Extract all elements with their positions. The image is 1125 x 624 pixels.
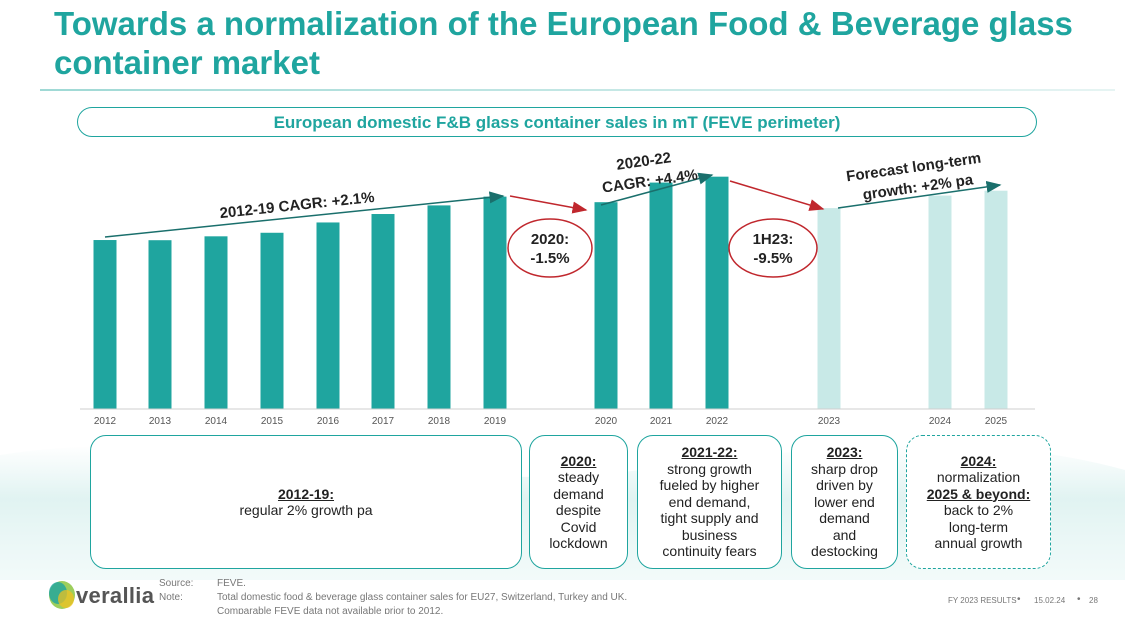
bar-2021 [649,182,673,409]
bar-2017 [371,214,395,409]
source-value: FEVE. [217,578,246,589]
box-2020-heading: 2020: [560,452,597,469]
box-2023-line: and [832,526,857,543]
page-title: Towards a normalization of the European … [54,5,1073,81]
box-2012-19-heading: 2012-19: [277,485,335,502]
box-2021-22-line: end demand, [668,493,751,510]
box-2012-19: 2012-19: regular 2% growth pa [90,435,522,569]
decline-2019-20-arrow [509,195,588,214]
bar-2014 [204,236,228,409]
bar-2019 [483,196,507,409]
box-2021-22-heading: 2021-22: [681,444,738,461]
box-2020: 2020: steady demand despite Covid lockdo… [529,435,628,569]
box-2023-line: demand [819,510,870,527]
decline-2022-23-arrow [729,180,825,211]
box-2023-line: driven by [816,477,873,494]
change-1h23-circle [728,218,818,278]
box-2021-22-line: business [681,526,738,543]
bar-2020 [594,202,618,409]
box-2020-line: despite [555,502,602,518]
cagr-2012-19-arrow [104,191,505,238]
box-2025-line: long-term [948,518,1009,535]
verallia-logo-icon [49,581,75,609]
box-2021-22-line: strong growth [667,460,752,477]
x-tick-label: 2020 [595,416,618,427]
bar-2024 [928,195,952,409]
box-2020-line: demand [553,485,604,502]
results-label: FY 2023 RESULTS [948,596,1017,605]
x-tick-label: 2024 [929,416,952,427]
box-2023-line: destocking [811,543,878,560]
bar-2018 [427,205,451,409]
footer-sep-2: • [1077,594,1081,605]
bar-2015 [260,232,284,409]
chart-title: European domestic F&B glass container sa… [77,107,1037,137]
x-tick-label: 2021 [650,416,673,427]
box-2020-line: Covid [560,518,597,535]
change-2020-label-line1: 2020: [531,231,569,248]
forecast-arrow [837,180,1002,209]
bar-2023 [817,208,841,409]
change-2020-circle [507,218,593,278]
box-2024-2025: 2024: normalization 2025 & beyond: back … [906,435,1051,569]
footer-date: 15.02.24 [1034,596,1066,605]
box-2025-heading: 2025 & beyond: [926,485,1031,502]
x-tick-label: 2015 [261,416,284,427]
bar-2012 [93,240,117,409]
box-2023-line: sharp drop [811,460,878,477]
x-tick-label: 2025 [985,416,1008,427]
note-value-2: Comparable FEVE data not available prior… [217,606,444,614]
box-2023-heading: 2023: [826,444,863,461]
box-2021-22-line: tight supply and [660,510,759,527]
page-number: 28 [1089,596,1098,605]
title-divider [40,89,1115,91]
x-tick-label: 2019 [484,416,507,427]
change-2020-label-line2: -1.5% [530,250,569,267]
x-tick-label: 2018 [428,416,451,427]
box-2021-22-line: fueled by higher [659,477,760,494]
x-tick-label: 2014 [205,416,228,427]
change-1h23-label-line1: 1H23: [753,231,794,248]
bar-2022 [705,176,729,409]
x-tick-label: 2023 [818,416,841,427]
x-tick-label: 2022 [706,416,729,427]
box-2023: 2023: sharp drop driven by lower end dem… [791,435,898,569]
box-2021-22: 2021-22: strong growth fueled by higher … [637,435,782,569]
box-2012-19-text: regular 2% growth pa [239,502,373,518]
x-tick-label: 2016 [317,416,340,427]
logo-text: verallia [76,583,155,608]
footer-sep-1: • [1017,594,1021,605]
source-label: Source: [159,578,194,589]
bar-2025 [984,190,1008,409]
box-2025-line: annual growth [934,535,1023,551]
cagr-2020-22-arrow [600,172,714,206]
x-tick-label: 2013 [149,416,172,427]
change-1h23-label-line2: -9.5% [753,250,792,267]
box-2025-line: back to 2% [943,502,1014,518]
box-2021-22-line: continuity fears [662,543,757,560]
box-2023-line: lower end [814,493,875,510]
bar-2013 [148,240,172,409]
note-label: Note: [159,592,183,603]
x-tick-label: 2012 [94,416,117,427]
box-2024-text: normalization [936,469,1021,485]
box-2020-line: lockdown [549,535,608,551]
note-value: Total domestic food & beverage glass con… [217,592,628,603]
x-tick-label: 2017 [372,416,395,427]
box-2020-line: steady [557,469,600,485]
bar-2016 [316,222,340,409]
box-2024-heading: 2024: [960,452,997,469]
